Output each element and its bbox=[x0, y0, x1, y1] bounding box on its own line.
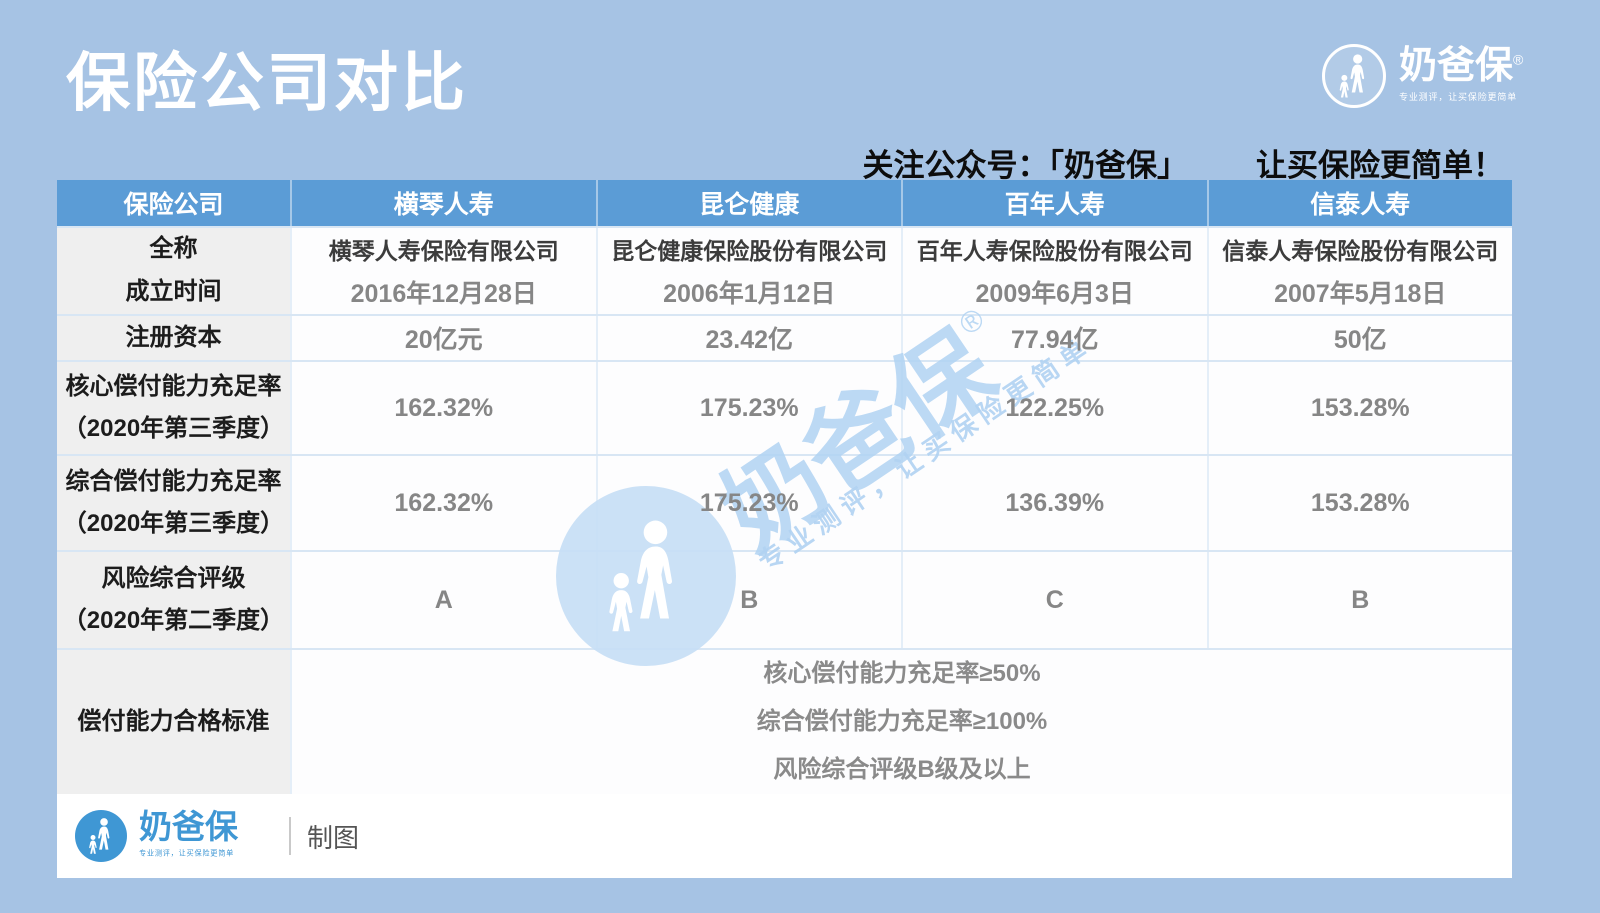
header-cell: 保险公司 bbox=[57, 180, 290, 226]
header-cell: 昆仑健康 bbox=[595, 180, 901, 226]
row-label: 综合偿付能力充足率 （2020年第三季度） bbox=[57, 456, 290, 550]
page-title: 保险公司对比 bbox=[66, 47, 468, 119]
table-cell: 77.94亿 bbox=[901, 316, 1207, 360]
table-row-capital: 注册资本 20亿元 23.42亿 77.94亿 50亿 bbox=[57, 314, 1512, 360]
table-cell: 昆仑健康保险股份有限公司 bbox=[595, 228, 901, 270]
table-cell: 153.28% bbox=[1206, 362, 1512, 454]
table-cell: 信泰人寿保险股份有限公司 bbox=[1206, 228, 1512, 270]
row-label: 注册资本 bbox=[57, 316, 290, 360]
row-label: 风险综合评级 （2020年第二季度） bbox=[57, 552, 290, 648]
table-cell: C bbox=[901, 552, 1207, 648]
table-cell: 122.25% bbox=[901, 362, 1207, 454]
comparison-table: 保险公司 横琴人寿 昆仑健康 百年人寿 信泰人寿 全称 横琴人寿保险有限公司 昆… bbox=[57, 180, 1512, 794]
subscribe-prefix: 关注公众号： bbox=[862, 148, 1049, 183]
table-cell: 横琴人寿保险有限公司 bbox=[290, 228, 596, 270]
criteria-line: 风险综合评级B级及以上 bbox=[773, 756, 1031, 783]
row-label: 偿付能力合格标准 bbox=[57, 650, 290, 794]
table-cell: 2009年6月3日 bbox=[901, 270, 1207, 314]
criteria-line: 综合偿付能力充足率≥100% bbox=[756, 708, 1048, 735]
footer-brand-name: 奶爸保 bbox=[139, 808, 238, 845]
footer-brand-tagline: 专业测评，让买保险更简单 bbox=[139, 849, 235, 858]
brand-logo-top: 奶爸保® 专业测评，让买保险更简单 bbox=[1322, 44, 1543, 108]
header-cell: 信泰人寿 bbox=[1206, 180, 1512, 226]
table-row-comprehensive-solvency: 综合偿付能力充足率 （2020年第三季度） 162.32% 175.23% 136… bbox=[57, 454, 1512, 550]
row-label: 全称 bbox=[57, 228, 290, 270]
table-header-row: 保险公司 横琴人寿 昆仑健康 百年人寿 信泰人寿 bbox=[57, 180, 1512, 226]
table-cell: A bbox=[290, 552, 596, 648]
brand-text-block: 奶爸保® 专业测评，让买保险更简单 bbox=[1399, 47, 1543, 106]
footer-caption: 制图 bbox=[307, 822, 360, 853]
table-cell: 136.39% bbox=[901, 456, 1207, 550]
footer-divider bbox=[289, 817, 291, 855]
table-row-founded: 成立时间 2016年12月28日 2006年1月12日 2009年6月3日 20… bbox=[57, 268, 1512, 314]
registered-mark: ® bbox=[1513, 50, 1524, 67]
table-cell: 50亿 bbox=[1206, 316, 1512, 360]
table-row-core-solvency: 核心偿付能力充足率 （2020年第三季度） 162.32% 175.23% 122… bbox=[57, 360, 1512, 454]
table-cell: 百年人寿保险股份有限公司 bbox=[901, 228, 1207, 270]
table-cell: B bbox=[1206, 552, 1512, 648]
table-row-fullname: 全称 横琴人寿保险有限公司 昆仑健康保险股份有限公司 百年人寿保险股份有限公司 … bbox=[57, 226, 1512, 270]
table-row-qualification-standard: 偿付能力合格标准 核心偿付能力充足率≥50% 综合偿付能力充足率≥100% 风险… bbox=[57, 648, 1512, 794]
subscribe-account: 「奶爸保」 bbox=[1048, 148, 1189, 183]
footer-logo-icon bbox=[75, 810, 127, 862]
header-cell: 百年人寿 bbox=[901, 180, 1207, 226]
table-cell: 2006年1月12日 bbox=[595, 270, 901, 314]
table-cell: 162.32% bbox=[290, 456, 596, 550]
table-cell: 2016年12月28日 bbox=[290, 270, 596, 314]
row-label: 核心偿付能力充足率 （2020年第三季度） bbox=[57, 362, 290, 454]
table-cell: 153.28% bbox=[1206, 456, 1512, 550]
subscribe-suffix: 让买保险更简单！ bbox=[1256, 148, 1504, 183]
footer-brand-block: 奶爸保 专业测评，让买保险更简单 bbox=[139, 810, 271, 862]
table-cell: B bbox=[595, 552, 901, 648]
table-cell: 175.23% bbox=[595, 456, 901, 550]
header-cell: 横琴人寿 bbox=[290, 180, 596, 226]
table-cell: 23.42亿 bbox=[595, 316, 901, 360]
subscribe-line: 关注公众号：「奶爸保」 让买保险更简单！ bbox=[863, 140, 1505, 185]
brand-tagline: 专业测评，让买保险更简单 bbox=[1399, 91, 1518, 102]
table-cell: 2007年5月18日 bbox=[1206, 270, 1512, 314]
table-cell: 20亿元 bbox=[290, 316, 596, 360]
brand-name: 奶爸保® bbox=[1399, 44, 1524, 87]
table-row-risk-rating: 风险综合评级 （2020年第二季度） A B C B bbox=[57, 550, 1512, 648]
standard-criteria-cell: 核心偿付能力充足率≥50% 综合偿付能力充足率≥100% 风险综合评级B级及以上 bbox=[290, 650, 1512, 794]
father-child-logo-icon bbox=[1322, 44, 1386, 108]
footer-bar: 奶爸保 专业测评，让买保险更简单 制图 bbox=[57, 794, 1512, 878]
table-cell: 162.32% bbox=[290, 362, 596, 454]
row-label: 成立时间 bbox=[57, 270, 290, 314]
table-cell: 175.23% bbox=[595, 362, 901, 454]
criteria-line: 核心偿付能力充足率≥50% bbox=[763, 660, 1041, 687]
